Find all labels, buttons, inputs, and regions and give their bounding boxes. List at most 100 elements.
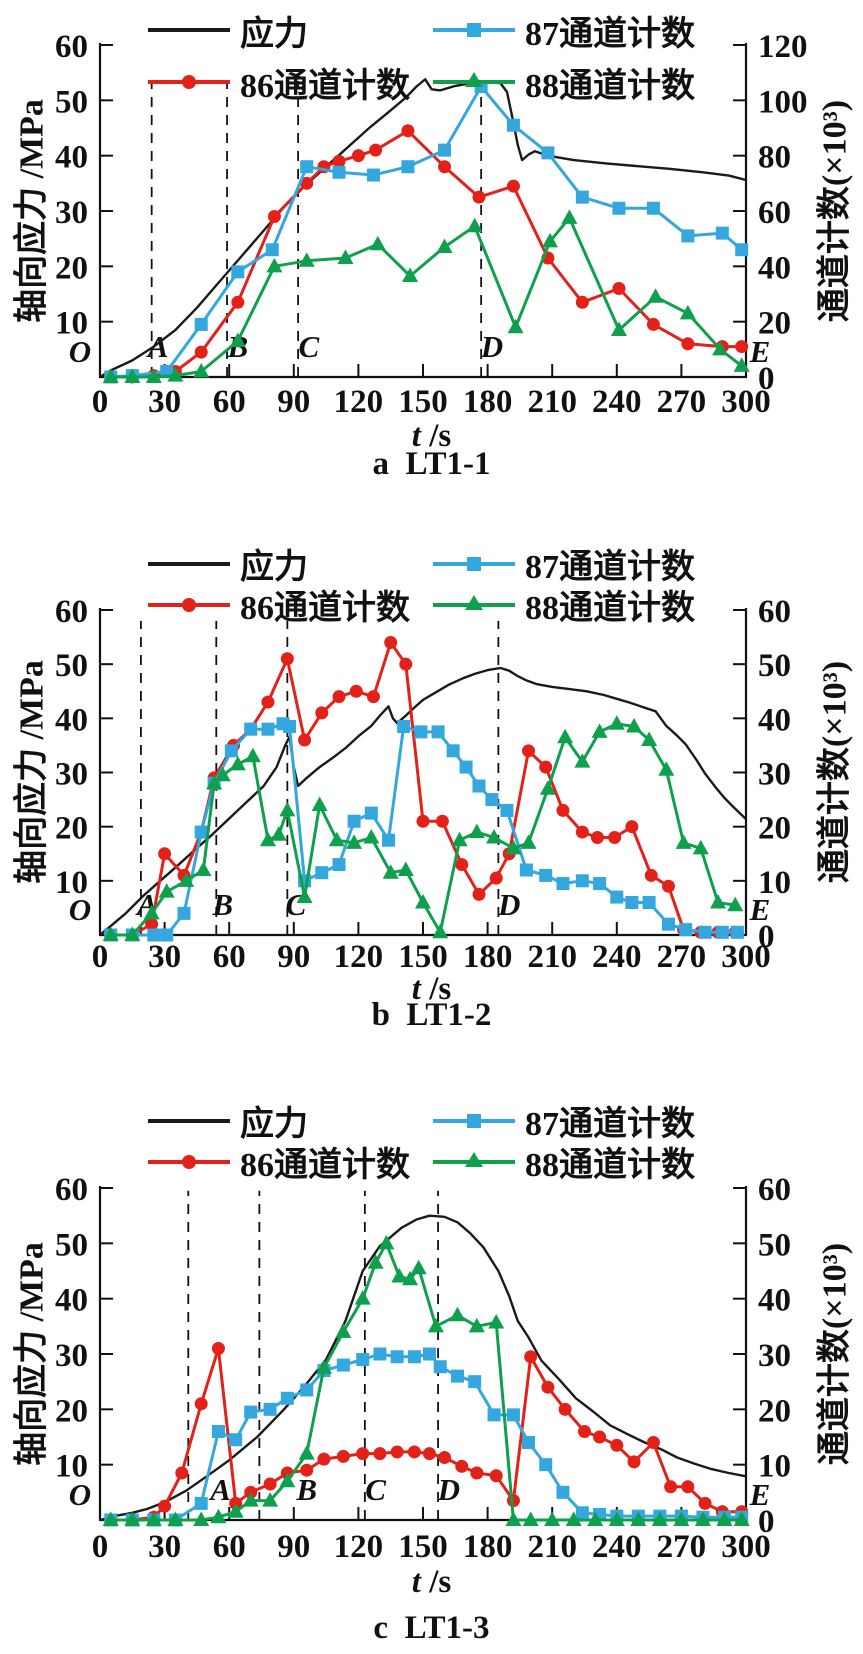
legend: 应力 87通道计数 86通道计数 88通道计数 xyxy=(148,543,718,627)
svg-text:300: 300 xyxy=(721,939,771,975)
svg-text:40: 40 xyxy=(758,250,791,286)
svg-text:B: B xyxy=(211,887,233,922)
stress-line-swatch xyxy=(148,1104,230,1138)
legend-label: 应力 xyxy=(240,15,308,53)
series-ch88 xyxy=(102,209,750,383)
svg-text:10: 10 xyxy=(55,306,88,342)
caption: b LT1-2 xyxy=(371,997,492,1033)
svg-text:150: 150 xyxy=(398,939,448,975)
svg-text:240: 240 xyxy=(592,1529,642,1565)
x-axis-label: t /s xyxy=(411,1564,452,1600)
svg-text:60: 60 xyxy=(55,1172,88,1208)
chart-lt1-3-plot: 0 30 60 90 120 150 180 210 240 270 300102030405060… xyxy=(55,1172,791,1565)
legend-item-ch86: 86通道计数 xyxy=(148,580,433,629)
triangle-marker-swatch xyxy=(433,65,515,99)
svg-text:0: 0 xyxy=(92,939,109,975)
legend-item-stress: 应力 xyxy=(148,539,433,588)
legend-label: 应力 xyxy=(240,549,308,586)
svg-text:60: 60 xyxy=(213,939,246,975)
svg-text:C: C xyxy=(299,329,320,364)
square-marker-swatch xyxy=(433,13,515,47)
svg-text:60: 60 xyxy=(758,195,791,231)
legend-item-ch88: 88通道计数 xyxy=(433,580,718,629)
series-stress xyxy=(99,78,747,379)
svg-text:C: C xyxy=(365,1472,386,1507)
svg-text:180: 180 xyxy=(463,1529,513,1565)
legend-item-stress: 应力 xyxy=(148,6,433,55)
svg-text:O: O xyxy=(69,334,91,369)
legend-label: 87通道计数 xyxy=(525,15,695,53)
legend-label: 88通道计数 xyxy=(525,590,695,627)
svg-text:A: A xyxy=(208,1472,231,1507)
svg-text:60: 60 xyxy=(213,1529,246,1565)
caption: a LT1-1 xyxy=(372,446,491,482)
svg-text:50: 50 xyxy=(55,84,88,120)
caption: c LT1-3 xyxy=(373,1610,490,1646)
panel-a-lt1-1: 0 30 60 90 120 150 180 210 240 270 300 10 20 30 40 50 60… xyxy=(0,0,863,505)
series-ch86 xyxy=(104,124,749,384)
svg-text:300: 300 xyxy=(721,384,771,420)
y-axis-label-right: 通道计数(×10³) xyxy=(816,99,854,323)
circle-marker-swatch xyxy=(148,588,230,622)
svg-text:50: 50 xyxy=(758,1227,791,1263)
svg-text:30: 30 xyxy=(55,757,88,793)
legend-label: 应力 xyxy=(240,1106,308,1143)
svg-text:60: 60 xyxy=(55,594,88,630)
series-stress xyxy=(99,1214,747,1522)
legend-item-ch87: 87通道计数 xyxy=(433,6,718,55)
legend-item-ch86: 86通道计数 xyxy=(148,1137,433,1186)
x-axis-label: t /s xyxy=(411,971,452,1007)
svg-text:E: E xyxy=(749,892,771,927)
svg-text:180: 180 xyxy=(463,384,513,420)
legend-label: 88通道计数 xyxy=(525,67,695,105)
svg-text:150: 150 xyxy=(398,1529,448,1565)
circle-marker-swatch xyxy=(148,65,230,99)
legend-label: 86通道计数 xyxy=(240,67,410,105)
svg-text:40: 40 xyxy=(55,140,88,176)
svg-text:B: B xyxy=(295,1472,317,1507)
svg-text:30: 30 xyxy=(148,939,181,975)
svg-text:180: 180 xyxy=(463,939,513,975)
svg-text:0: 0 xyxy=(92,1529,109,1565)
svg-text:300: 300 xyxy=(721,1529,771,1565)
svg-text:60: 60 xyxy=(758,1172,791,1208)
svg-text:20: 20 xyxy=(55,1393,88,1429)
panel-c-lt1-3: 0 30 60 90 120 150 180 210 240 270 300 10 20 30 40 50 60… xyxy=(0,1050,863,1654)
legend-item-ch88: 88通道计数 xyxy=(433,58,718,107)
triangle-marker-swatch xyxy=(433,1145,515,1179)
svg-text:40: 40 xyxy=(55,702,88,738)
svg-text:270: 270 xyxy=(657,939,707,975)
y-axis-label-right: 通道计数(×10³) xyxy=(816,660,854,884)
svg-text:0: 0 xyxy=(92,384,109,420)
svg-text:90: 90 xyxy=(277,939,310,975)
svg-text:60: 60 xyxy=(55,29,88,65)
svg-text:90: 90 xyxy=(277,384,310,420)
series-ch88 xyxy=(102,715,744,941)
svg-text:10: 10 xyxy=(55,1449,88,1485)
svg-text:240: 240 xyxy=(592,939,642,975)
y-axis-label-right: 通道计数(×10³) xyxy=(816,1242,854,1466)
legend-item-ch87: 87通道计数 xyxy=(433,1096,718,1145)
svg-text:O: O xyxy=(69,892,91,927)
svg-text:80: 80 xyxy=(758,140,791,176)
legend-label: 86通道计数 xyxy=(240,590,410,627)
series-ch87 xyxy=(104,80,749,384)
svg-text:30: 30 xyxy=(758,1338,791,1374)
svg-text:0: 0 xyxy=(758,361,775,397)
svg-text:10: 10 xyxy=(758,1449,791,1485)
svg-text:10: 10 xyxy=(758,865,791,901)
svg-text:A: A xyxy=(146,329,169,364)
legend-label: 86通道计数 xyxy=(240,1147,410,1184)
svg-text:270: 270 xyxy=(657,384,707,420)
stress-line-swatch xyxy=(148,13,230,47)
svg-text:E: E xyxy=(749,334,771,369)
legend-label: 87通道计数 xyxy=(525,549,695,586)
legend-item-ch87: 87通道计数 xyxy=(433,539,718,588)
svg-text:20: 20 xyxy=(55,250,88,286)
svg-text:40: 40 xyxy=(758,702,791,738)
svg-text:120: 120 xyxy=(334,1529,384,1565)
svg-text:30: 30 xyxy=(148,384,181,420)
series-ch88 xyxy=(102,1234,750,1526)
svg-text:60: 60 xyxy=(758,594,791,630)
